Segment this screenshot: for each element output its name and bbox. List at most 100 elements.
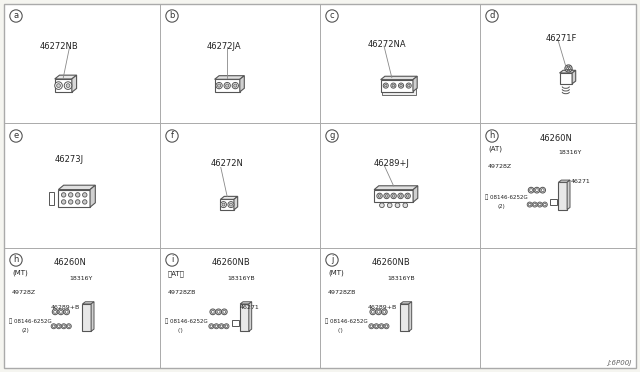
Circle shape (222, 203, 225, 206)
Circle shape (374, 324, 379, 329)
Polygon shape (559, 70, 576, 73)
Polygon shape (381, 80, 413, 92)
Text: 46272JA: 46272JA (207, 42, 241, 51)
Circle shape (383, 310, 386, 313)
Circle shape (527, 202, 532, 207)
Text: g: g (330, 131, 335, 141)
Circle shape (375, 325, 378, 327)
Bar (240, 304, 249, 331)
Circle shape (377, 193, 382, 199)
Text: j: j (331, 256, 333, 264)
Circle shape (54, 310, 56, 313)
Circle shape (378, 195, 381, 197)
Circle shape (380, 203, 384, 208)
Text: 49728ZB: 49728ZB (168, 290, 196, 295)
Polygon shape (240, 302, 252, 304)
Text: b: b (170, 12, 175, 20)
Circle shape (225, 325, 228, 327)
Circle shape (60, 310, 62, 313)
Circle shape (56, 324, 61, 329)
Circle shape (220, 325, 223, 327)
Circle shape (52, 309, 58, 315)
Polygon shape (214, 76, 244, 79)
Circle shape (566, 67, 570, 70)
Polygon shape (374, 190, 413, 202)
Circle shape (56, 84, 60, 87)
Circle shape (387, 203, 392, 208)
Text: 46260N: 46260N (54, 258, 87, 267)
Polygon shape (214, 79, 240, 92)
Circle shape (528, 187, 534, 193)
Circle shape (219, 324, 224, 329)
Circle shape (533, 203, 536, 206)
Text: 49728Z: 49728Z (488, 164, 512, 169)
Polygon shape (234, 196, 237, 210)
Polygon shape (55, 75, 77, 79)
Circle shape (532, 202, 537, 207)
Circle shape (228, 202, 234, 208)
Circle shape (370, 309, 376, 315)
Circle shape (540, 187, 545, 193)
Circle shape (405, 193, 410, 199)
Circle shape (216, 309, 221, 315)
Text: 46273J: 46273J (55, 155, 84, 164)
Circle shape (406, 83, 412, 88)
Circle shape (209, 324, 214, 329)
Circle shape (376, 309, 381, 315)
Circle shape (379, 324, 384, 329)
Text: 18316YB: 18316YB (387, 276, 415, 281)
Circle shape (377, 310, 380, 313)
Circle shape (51, 324, 56, 329)
Text: 46272N: 46272N (211, 159, 244, 168)
Polygon shape (58, 190, 90, 207)
Text: Ⓑ 08146-6252G: Ⓑ 08146-6252G (485, 194, 528, 200)
Circle shape (234, 84, 237, 87)
Polygon shape (382, 80, 416, 95)
Text: (2): (2) (498, 204, 506, 209)
Polygon shape (413, 186, 418, 202)
Circle shape (61, 200, 66, 204)
Circle shape (400, 84, 403, 87)
Text: 46260NB: 46260NB (211, 258, 250, 267)
Polygon shape (240, 76, 244, 92)
Text: 46272NB: 46272NB (39, 42, 78, 51)
Circle shape (232, 83, 239, 89)
Text: d: d (490, 12, 495, 20)
Circle shape (83, 193, 87, 197)
Text: 46260N: 46260N (540, 134, 572, 143)
Circle shape (537, 202, 542, 207)
Circle shape (395, 203, 400, 208)
Circle shape (369, 324, 374, 329)
Polygon shape (413, 76, 417, 92)
Circle shape (385, 84, 387, 87)
Circle shape (385, 325, 388, 327)
Polygon shape (72, 75, 77, 92)
Text: ('): (') (338, 328, 344, 333)
Text: 46271F: 46271F (545, 34, 577, 43)
Circle shape (224, 324, 229, 329)
Circle shape (63, 325, 65, 327)
Bar (550, 199, 557, 205)
Circle shape (61, 193, 66, 197)
Text: f: f (170, 131, 173, 141)
Circle shape (538, 203, 541, 206)
Bar (232, 321, 239, 326)
Circle shape (83, 200, 87, 204)
Circle shape (68, 200, 73, 204)
Circle shape (542, 202, 547, 207)
Polygon shape (91, 302, 94, 331)
Text: 18316YB: 18316YB (227, 276, 255, 281)
Circle shape (61, 324, 67, 329)
Bar (400, 304, 409, 331)
Polygon shape (567, 180, 570, 209)
Circle shape (68, 193, 73, 197)
Polygon shape (559, 73, 572, 84)
Text: J:6P00J: J:6P00J (607, 360, 632, 366)
Circle shape (399, 195, 402, 197)
Polygon shape (55, 79, 72, 92)
Polygon shape (220, 199, 234, 210)
Polygon shape (572, 70, 576, 84)
Circle shape (385, 195, 388, 197)
Polygon shape (374, 186, 418, 190)
Text: (MT): (MT) (12, 270, 28, 276)
